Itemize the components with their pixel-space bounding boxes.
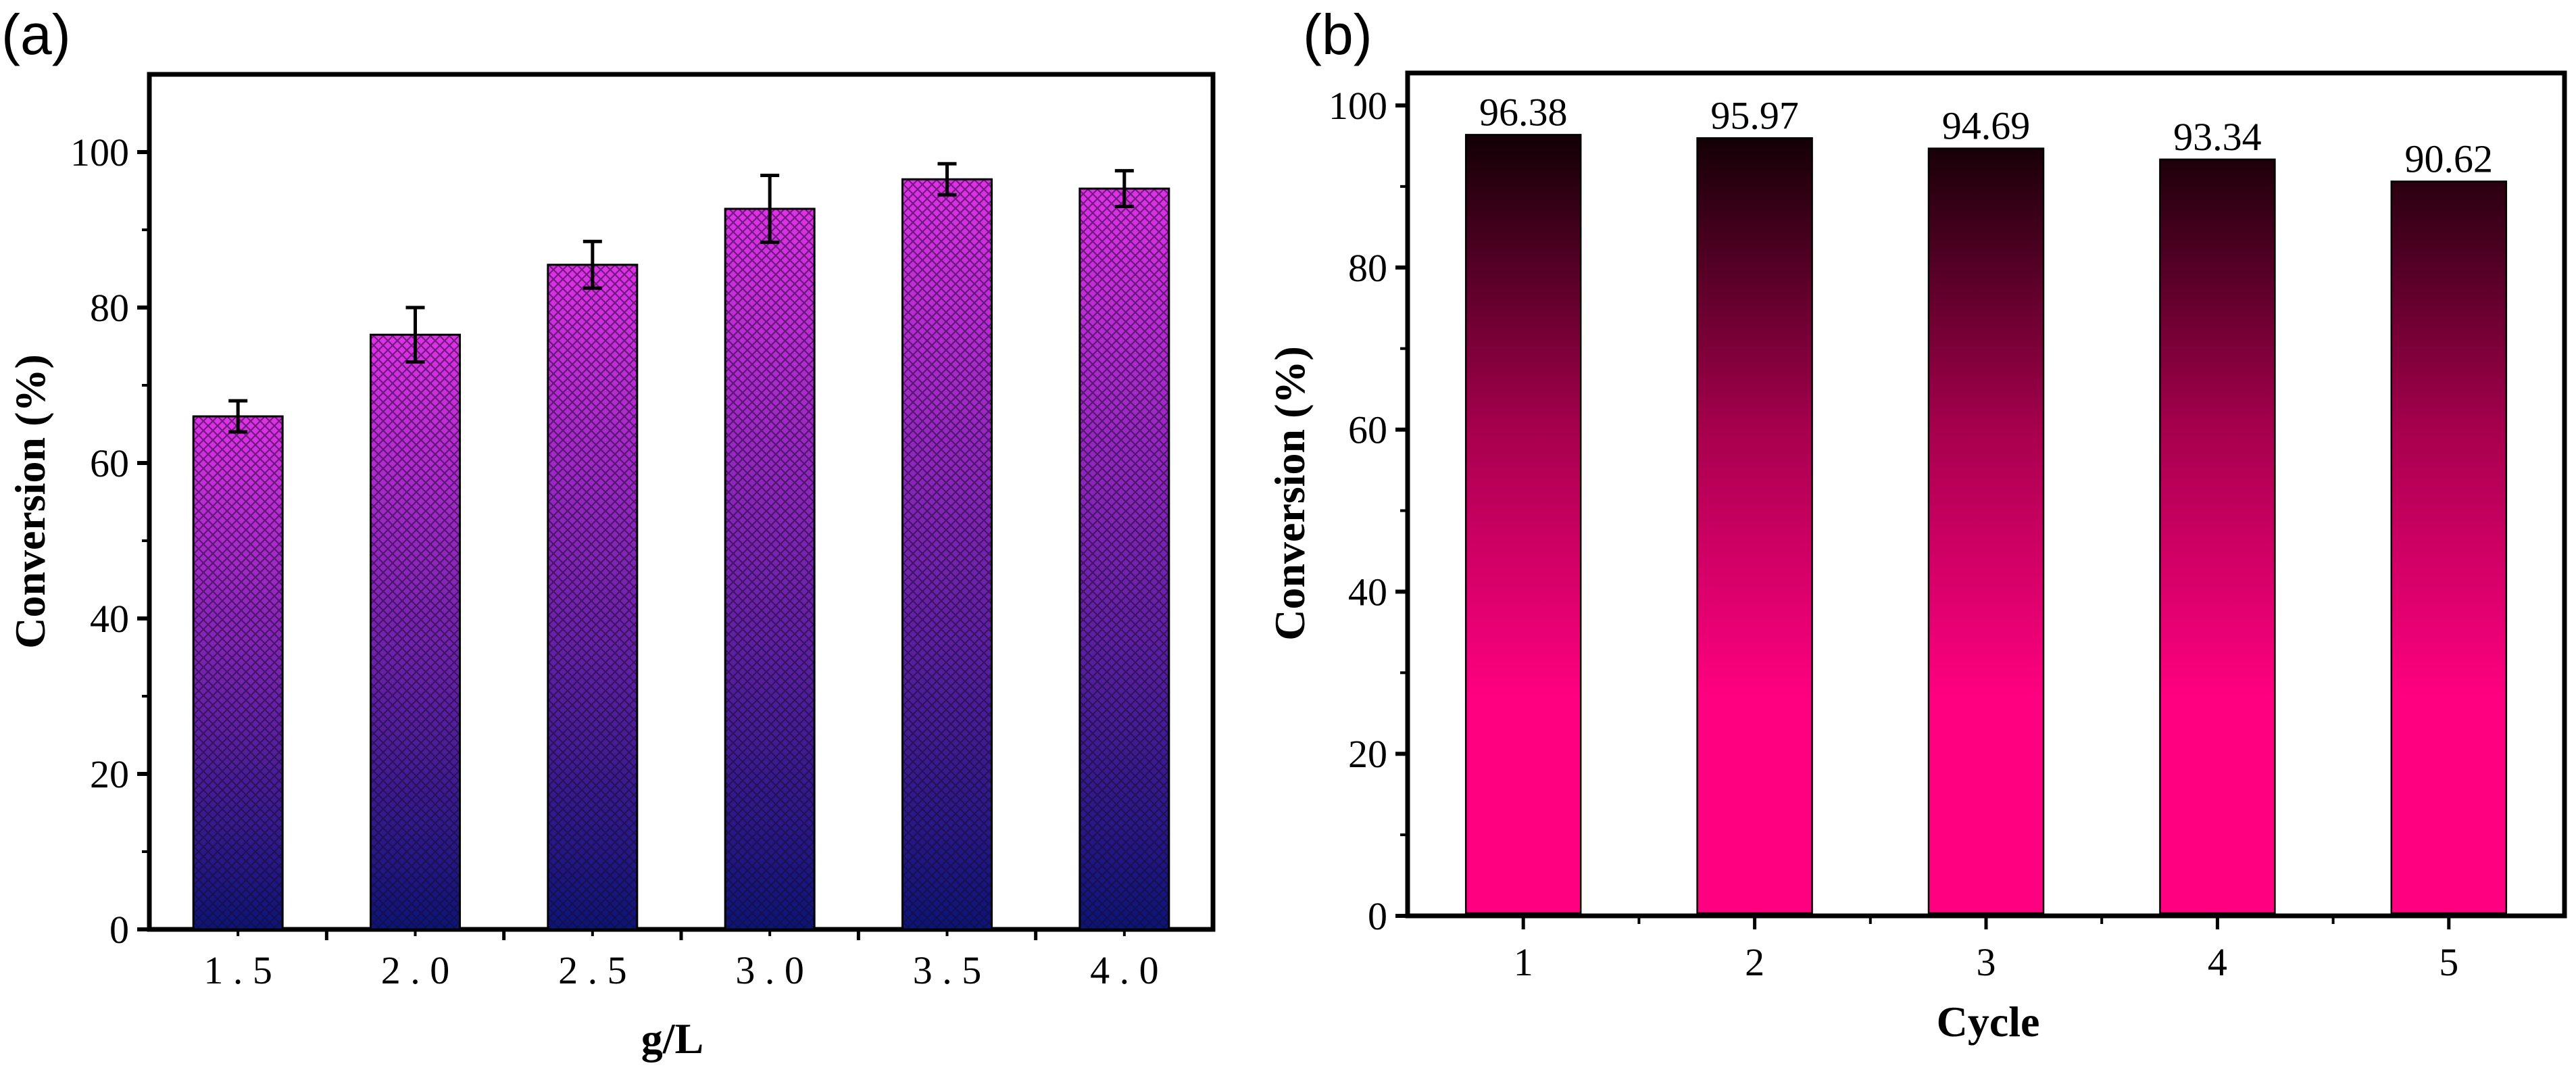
data-label: 95.97 <box>1710 93 1799 137</box>
bar-fill <box>2159 158 2276 915</box>
x-tick-label: 2 <box>1745 940 1764 984</box>
data-label: 90.62 <box>2405 137 2494 180</box>
data-label: 94.69 <box>1942 104 2031 148</box>
chart-b-bars: 96.38 95.97 94.69 93.34 90.62 <box>1464 90 2508 915</box>
bar-hatch <box>193 416 283 929</box>
bar-cycle-2: 95.97 <box>1696 93 1813 915</box>
data-label: 96.38 <box>1479 90 1568 134</box>
x-tick-label: 1 . 5 <box>203 948 272 992</box>
x-tick-label: 4 . 0 <box>1090 948 1159 992</box>
y-tick-label: 40 <box>1348 570 1387 614</box>
chart-a-bars <box>192 162 1170 931</box>
x-tick-label: 1 <box>1514 940 1533 984</box>
y-tick-label: 80 <box>1348 246 1387 290</box>
bar-2.5 <box>547 239 639 931</box>
panel-label-b: (b) <box>1303 3 1372 66</box>
x-tick-label: 3 . 5 <box>913 948 982 992</box>
bar-hatch <box>725 208 815 930</box>
bar-cycle-5: 90.62 <box>2390 137 2508 915</box>
chart-a: 0 20 40 60 80 100 1 . 5 2 . 0 2 . 5 3 . 0 3 . 5 4 … <box>6 72 1216 1063</box>
chart-b-x-axis: 1 2 3 4 5 <box>1514 916 2458 984</box>
bar-fill <box>1696 137 1813 915</box>
x-tick-label: 3 <box>1977 940 1996 984</box>
bar-fill <box>2390 180 2508 915</box>
bar-hatch <box>902 179 992 929</box>
bar-3.0 <box>724 174 816 931</box>
y-tick-label: 0 <box>1368 894 1387 938</box>
x-tick-label: 5 <box>2439 940 2458 984</box>
x-tick-label: 2 . 5 <box>558 948 627 992</box>
chart-a-y-axis: 0 20 40 60 80 100 <box>70 130 149 952</box>
y-tick-label: 20 <box>1348 732 1387 776</box>
bar-cycle-3: 94.69 <box>1927 104 2045 915</box>
bar-cycle-4: 93.34 <box>2159 115 2276 915</box>
y-tick-label: 100 <box>1329 84 1387 128</box>
bar-2.0 <box>370 306 461 931</box>
y-tick-label: 0 <box>109 908 129 952</box>
bar-fill <box>1464 134 1582 915</box>
y-tick-label: 100 <box>70 130 129 174</box>
bar-fill <box>1927 147 2045 915</box>
chart-b-y-axis-title: Conversion (%) <box>1266 346 1314 641</box>
x-tick-label: 2 . 0 <box>381 948 450 992</box>
bar-hatch <box>370 335 460 929</box>
x-tick-label: 3 . 0 <box>735 948 804 992</box>
bar-1.5 <box>192 399 284 931</box>
chart-b-x-axis-title: Cycle <box>1937 998 2040 1046</box>
chart-a-frame <box>147 72 1216 932</box>
bar-cycle-1: 96.38 <box>1464 90 1582 915</box>
chart-a-x-axis: 1 . 5 2 . 0 2 . 5 3 . 0 3 . 5 4 . 0 <box>203 929 1159 992</box>
y-tick-label: 20 <box>90 752 129 796</box>
bar-hatch <box>547 264 637 929</box>
panel-label-a: (a) <box>1 3 71 66</box>
bar-3.5 <box>901 162 993 931</box>
data-label: 93.34 <box>2173 115 2262 159</box>
y-tick-label: 40 <box>90 597 129 641</box>
bar-hatch <box>1079 189 1169 929</box>
y-tick-label: 60 <box>1348 408 1387 452</box>
chart-a-x-axis-title: g/L <box>641 1015 703 1063</box>
bar-4.0 <box>1079 169 1170 931</box>
y-tick-label: 80 <box>90 286 129 330</box>
x-tick-label: 4 <box>2208 940 2227 984</box>
chart-b-y-axis: 0 20 40 60 80 100 <box>1329 84 1408 938</box>
y-tick-label: 60 <box>90 441 129 485</box>
chart-a-y-axis-title: Conversion (%) <box>6 354 54 649</box>
